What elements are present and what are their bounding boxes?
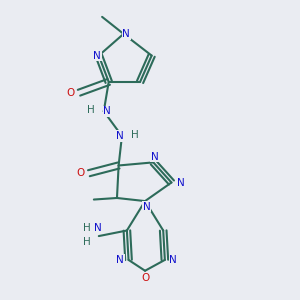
- Text: N: N: [116, 131, 124, 141]
- Text: O: O: [141, 273, 149, 283]
- Text: N: N: [103, 106, 111, 116]
- Text: N: N: [122, 29, 130, 39]
- Text: H: H: [83, 223, 91, 233]
- Text: H: H: [87, 105, 95, 115]
- Text: O: O: [76, 168, 85, 178]
- Text: N: N: [169, 255, 177, 265]
- Text: N: N: [116, 255, 124, 265]
- Text: H: H: [130, 130, 138, 140]
- Text: H: H: [83, 237, 91, 247]
- Text: N: N: [177, 178, 184, 188]
- Text: N: N: [151, 152, 159, 162]
- Text: N: N: [94, 223, 102, 233]
- Text: O: O: [67, 88, 75, 98]
- Text: N: N: [143, 202, 151, 212]
- Text: N: N: [93, 51, 101, 61]
